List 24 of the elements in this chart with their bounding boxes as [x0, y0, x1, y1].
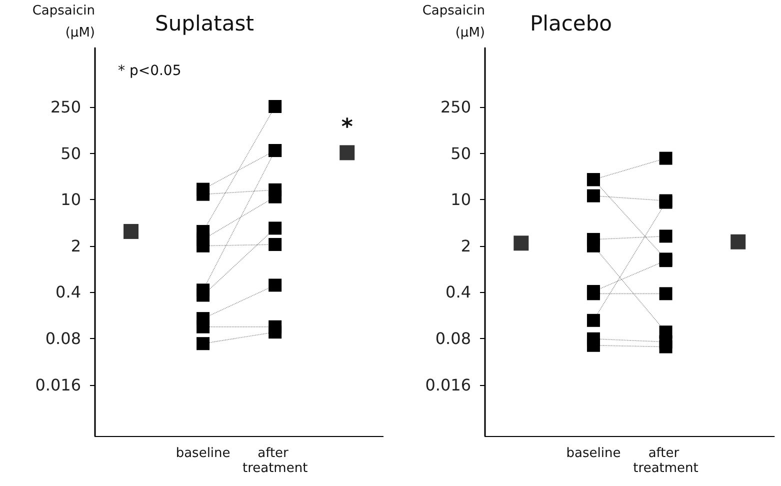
y-tick-label: 0.016	[35, 375, 81, 394]
y-tick-label: 0.4	[56, 282, 81, 302]
y-tick-label: 250	[440, 97, 471, 116]
y-tick-label: 50	[60, 144, 81, 163]
annotation: *	[341, 115, 354, 140]
y-tick-label: 0.016	[425, 375, 471, 394]
chart-title: Placebo	[530, 12, 612, 36]
y-tick-label: 2	[460, 236, 471, 256]
x-tick-label: baseline	[566, 446, 621, 461]
x-tick-label: after treatment	[242, 446, 308, 476]
x-tick-label: baseline	[176, 446, 230, 461]
y-tick-label: 2	[70, 236, 81, 256]
y-tick-label: 250	[50, 97, 81, 116]
y-tick-label: 0.08	[45, 328, 81, 348]
y-axis-title: Capsaicin (μM)	[422, 4, 485, 40]
y-tick-label: 10	[60, 190, 81, 210]
y-tick-label: 0.4	[446, 282, 471, 302]
x-tick-label: after treatment	[633, 446, 698, 476]
annotation: * p<0.05	[118, 63, 182, 79]
y-tick-label: 50	[450, 144, 471, 163]
y-tick-label: 0.08	[435, 328, 471, 348]
chart-title: Suplatast	[155, 12, 254, 36]
y-axis-title: Capsaicin (μM)	[32, 4, 95, 40]
y-tick-label: 10	[450, 190, 471, 210]
